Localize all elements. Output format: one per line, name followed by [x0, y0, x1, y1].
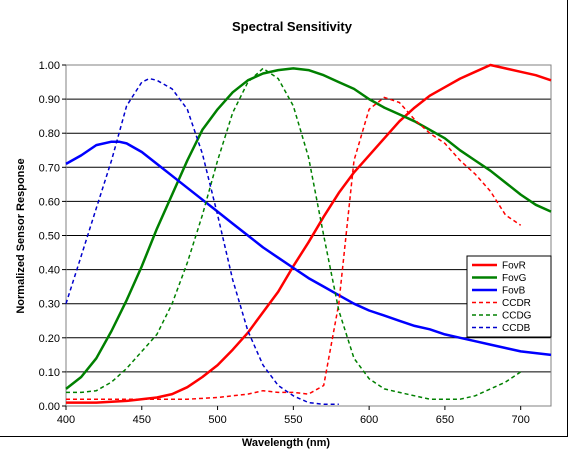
series-line-ccdb — [65, 77, 339, 406]
y-tick-label: 0.50 — [39, 231, 60, 243]
x-tick-label: 700 — [512, 414, 530, 426]
y-axis-ticks: 0.00 0.10 0.20 0.30 0.40 0.50 0.60 0.70 0.80 0.90… — [39, 60, 66, 413]
x-axis-ticks: 400 450 500 550 600 650 700 — [57, 406, 530, 426]
x-axis-label: Wavelength (nm) — [242, 437, 331, 449]
x-tick-label: 500 — [208, 414, 226, 426]
x-tick-label: 550 — [284, 414, 302, 426]
chart-frame — [0, 0, 568, 437]
series-line-ccdr — [66, 96, 522, 400]
x-tick-label: 450 — [133, 414, 151, 426]
series-line-fovb — [65, 140, 552, 357]
legend-label-ccdr: CCDR — [502, 298, 531, 309]
y-tick-label: 0.20 — [39, 333, 60, 345]
y-tick-label: 0.80 — [39, 128, 60, 140]
chart-title: Spectral Sensitivity — [232, 19, 353, 34]
series-line-fovg — [65, 67, 552, 390]
x-tick-label: 400 — [57, 414, 75, 426]
legend-label-fovr: FovR — [502, 261, 526, 272]
legend-label-fovb: FovB — [502, 286, 526, 297]
y-tick-label: 0.90 — [39, 94, 60, 106]
legend-label-ccdb: CCDB — [502, 323, 531, 334]
y-axis-label: Normalized Sensor Response — [15, 158, 27, 313]
y-tick-label: 0.00 — [39, 401, 60, 413]
y-tick-label: 0.40 — [39, 265, 60, 277]
series-line-ccdg — [66, 67, 522, 400]
y-tick-label: 0.60 — [39, 196, 60, 208]
series-line-fovr — [66, 63, 552, 404]
legend-label-fovg: FovG — [502, 273, 527, 284]
legend-label-ccdg: CCDG — [502, 311, 532, 322]
y-tick-label: 1.00 — [39, 60, 60, 72]
y-tick-label: 0.70 — [39, 162, 60, 174]
y-tick-label: 0.10 — [39, 367, 60, 379]
series-lines — [65, 63, 552, 406]
x-tick-label: 650 — [436, 414, 454, 426]
y-tick-label: 0.30 — [39, 299, 60, 311]
x-tick-label: 600 — [360, 414, 378, 426]
legend-box — [466, 255, 552, 338]
